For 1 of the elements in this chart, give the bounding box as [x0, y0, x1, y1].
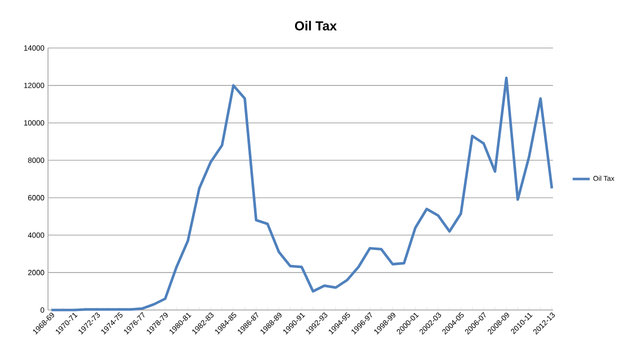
- chart-title: Oil Tax: [294, 20, 337, 30]
